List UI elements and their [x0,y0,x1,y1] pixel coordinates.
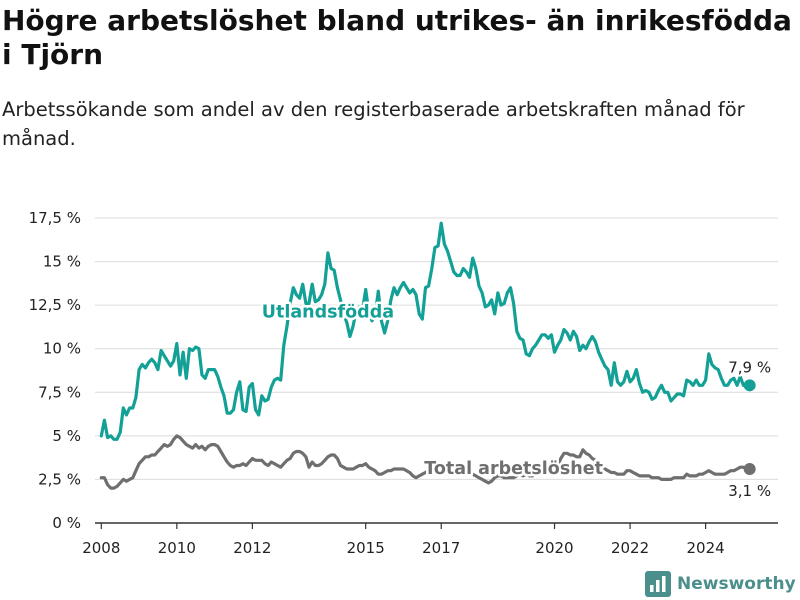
series-end-value: 3,1 % [728,482,771,500]
x-tick-label: 2017 [422,539,460,557]
y-axis-ticks: 0 % 2,5 % 5 % 7,5 % 10 % 12,5 % 15 % 17,5 % [29,209,81,532]
series-line-total-arbetslöshet [99,434,752,490]
x-tick-label: 2015 [347,539,385,557]
y-tick-label: 10 % [43,340,81,358]
x-tick-label: 2020 [535,539,573,557]
series-end-marker [743,462,756,475]
y-tick-label: 15 % [43,253,81,271]
x-tick-label: 2012 [233,539,271,557]
series-label: Utlandsfödda [262,302,394,322]
chart-subtitle: Arbetssökande som andel av den registerb… [2,98,745,150]
series-lines [99,221,756,490]
series-line-utlandsfödda [99,221,752,441]
series-end-marker [743,379,756,392]
y-tick-label: 5 % [52,427,81,445]
newsworthy-logo[interactable]: Newsworthy [645,570,796,598]
x-tick-label: 2022 [611,539,649,557]
series-labels: 7,9 % 3,1 % Utlandsfödda Total arbetslöshet [259,300,773,502]
y-tick-label: 12,5 % [29,296,81,314]
bar-chart-icon [645,571,671,597]
series-label: Total arbetslöshet [424,459,603,479]
chart-title: Högre arbetslöshet bland utrikes- än inr… [2,4,792,71]
y-tick-label: 0 % [52,514,81,532]
y-tick-label: 7,5 % [38,383,81,401]
y-tick-label: 17,5 % [29,209,81,227]
x-axis-ticks: 2008 2010 2012 2015 2017 2020 2022 2024 [82,523,725,557]
brand-name: Newsworthy [677,574,796,594]
series-end-value: 7,9 % [728,358,771,376]
y-tick-label: 2,5 % [38,470,81,488]
x-tick-label: 2010 [158,539,196,557]
x-tick-label: 2008 [82,539,120,557]
x-tick-label: 2024 [687,539,725,557]
